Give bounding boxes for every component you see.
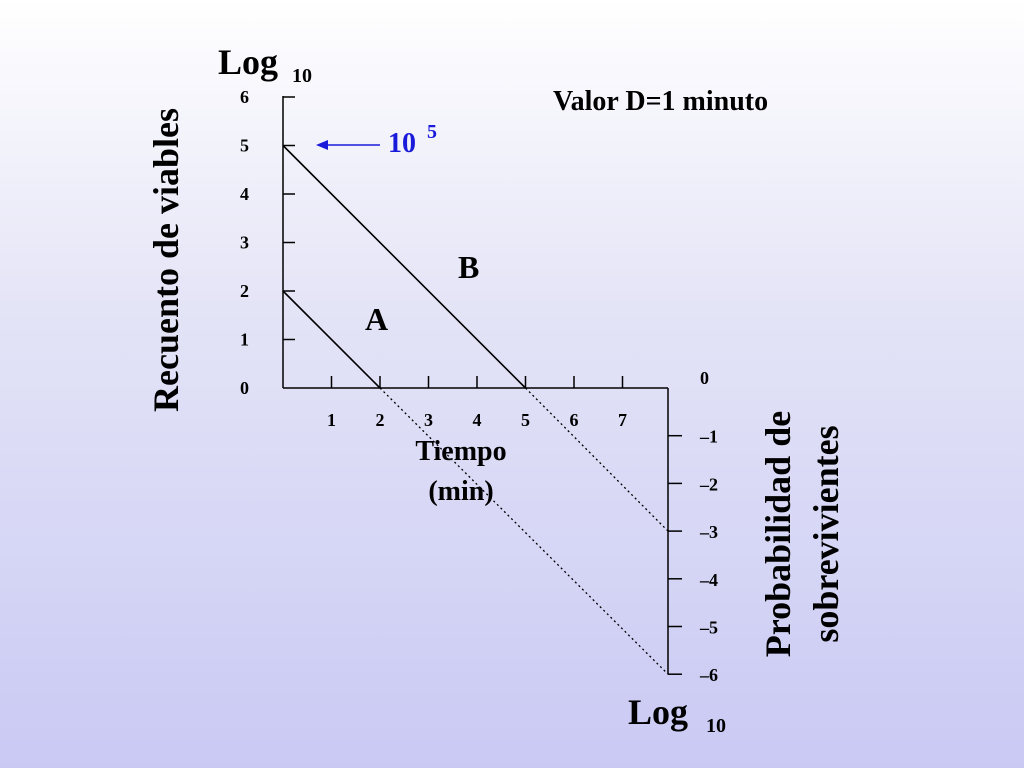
x-tick-label: 5 (521, 410, 530, 430)
x-tick-label: 4 (473, 410, 482, 430)
x-tick-label: 7 (618, 410, 627, 430)
right-tick-label: 0 (700, 368, 709, 388)
left-tick-label: 6 (240, 87, 249, 107)
x-axis-ticks: 1 2 3 4 5 6 7 (327, 376, 627, 430)
left-log-subscript: 10 (292, 65, 312, 87)
series-A-line (282, 290, 381, 389)
right-tick-label: –3 (699, 522, 718, 542)
right-log-label: Log (628, 692, 688, 732)
left-tick-label: 4 (240, 184, 249, 204)
right-tick-label: –4 (699, 570, 718, 590)
right-log-subscript: 10 (706, 715, 726, 737)
left-tick-label: 0 (240, 378, 249, 398)
right-tick-label: –1 (699, 427, 718, 447)
series-A-label: A (365, 301, 388, 337)
x-tick-label: 6 (570, 410, 579, 430)
left-axis-ticks: 0 1 2 3 4 5 6 (240, 87, 295, 398)
right-tick-label: –5 (699, 618, 718, 638)
left-tick-label: 2 (240, 281, 249, 301)
marker-arrow-head (316, 140, 328, 150)
marker-label-exponent: 5 (427, 121, 437, 143)
x-axis-title-line1: Tiempo (415, 436, 506, 467)
x-axis-title-line2: (min) (428, 476, 493, 507)
marker-label-base: 10 (388, 128, 416, 159)
d-value-annotation: Valor D=1 minuto (553, 86, 768, 117)
y-axis-right-title-line2: sobrevivientes (806, 425, 846, 642)
right-tick-label: –2 (699, 474, 718, 494)
left-tick-label: 1 (240, 330, 249, 350)
x-tick-label: 1 (327, 410, 336, 430)
y-axis-right-title-line1: Probabilidad de (758, 411, 798, 657)
right-axis-ticks: 0 –1 –2 –3 –4 –5 –6 (668, 368, 718, 685)
x-tick-label: 2 (376, 410, 385, 430)
left-tick-label: 3 (240, 233, 249, 253)
right-tick-label: –6 (699, 665, 718, 685)
series-A-extrapolation (379, 387, 669, 675)
left-tick-label: 5 (240, 136, 249, 156)
x-tick-label: 3 (424, 410, 433, 430)
left-log-label: Log (218, 42, 278, 82)
series-layer: BA (282, 144, 669, 675)
series-B-extrapolation (525, 387, 669, 532)
y-axis-left-title: Recuento de viables (146, 108, 186, 412)
series-B-line (282, 144, 527, 389)
series-B-label: B (458, 249, 479, 285)
